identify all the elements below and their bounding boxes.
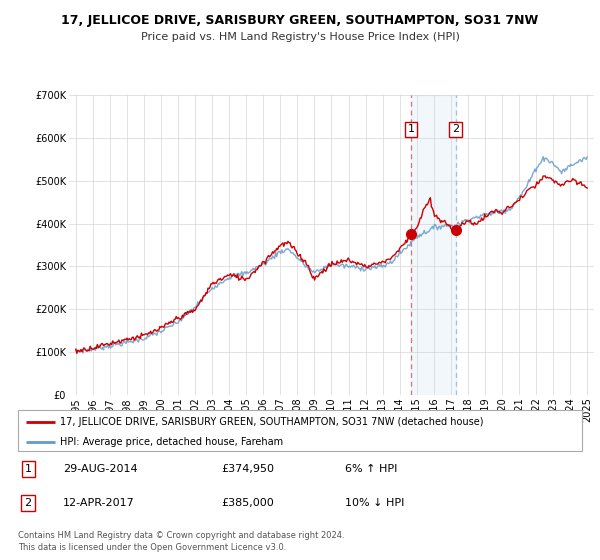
Text: 6% ↑ HPI: 6% ↑ HPI — [345, 464, 397, 474]
FancyBboxPatch shape — [18, 410, 582, 451]
Text: 1: 1 — [25, 464, 32, 474]
Text: Price paid vs. HM Land Registry's House Price Index (HPI): Price paid vs. HM Land Registry's House … — [140, 32, 460, 43]
Text: 29-AUG-2014: 29-AUG-2014 — [63, 464, 138, 474]
Bar — [411, 95, 455, 395]
Text: £385,000: £385,000 — [221, 498, 274, 508]
Text: 2: 2 — [452, 124, 459, 134]
Text: 2: 2 — [25, 498, 32, 508]
Text: £374,950: £374,950 — [221, 464, 274, 474]
Text: 1: 1 — [407, 124, 415, 134]
Text: 12-APR-2017: 12-APR-2017 — [63, 498, 135, 508]
Text: 10% ↓ HPI: 10% ↓ HPI — [345, 498, 404, 508]
Text: 17, JELLICOE DRIVE, SARISBURY GREEN, SOUTHAMPTON, SO31 7NW (detached house): 17, JELLICOE DRIVE, SARISBURY GREEN, SOU… — [60, 417, 484, 427]
Text: Contains HM Land Registry data © Crown copyright and database right 2024.
This d: Contains HM Land Registry data © Crown c… — [18, 531, 344, 552]
Text: HPI: Average price, detached house, Fareham: HPI: Average price, detached house, Fare… — [60, 437, 283, 447]
Text: 17, JELLICOE DRIVE, SARISBURY GREEN, SOUTHAMPTON, SO31 7NW: 17, JELLICOE DRIVE, SARISBURY GREEN, SOU… — [61, 14, 539, 27]
